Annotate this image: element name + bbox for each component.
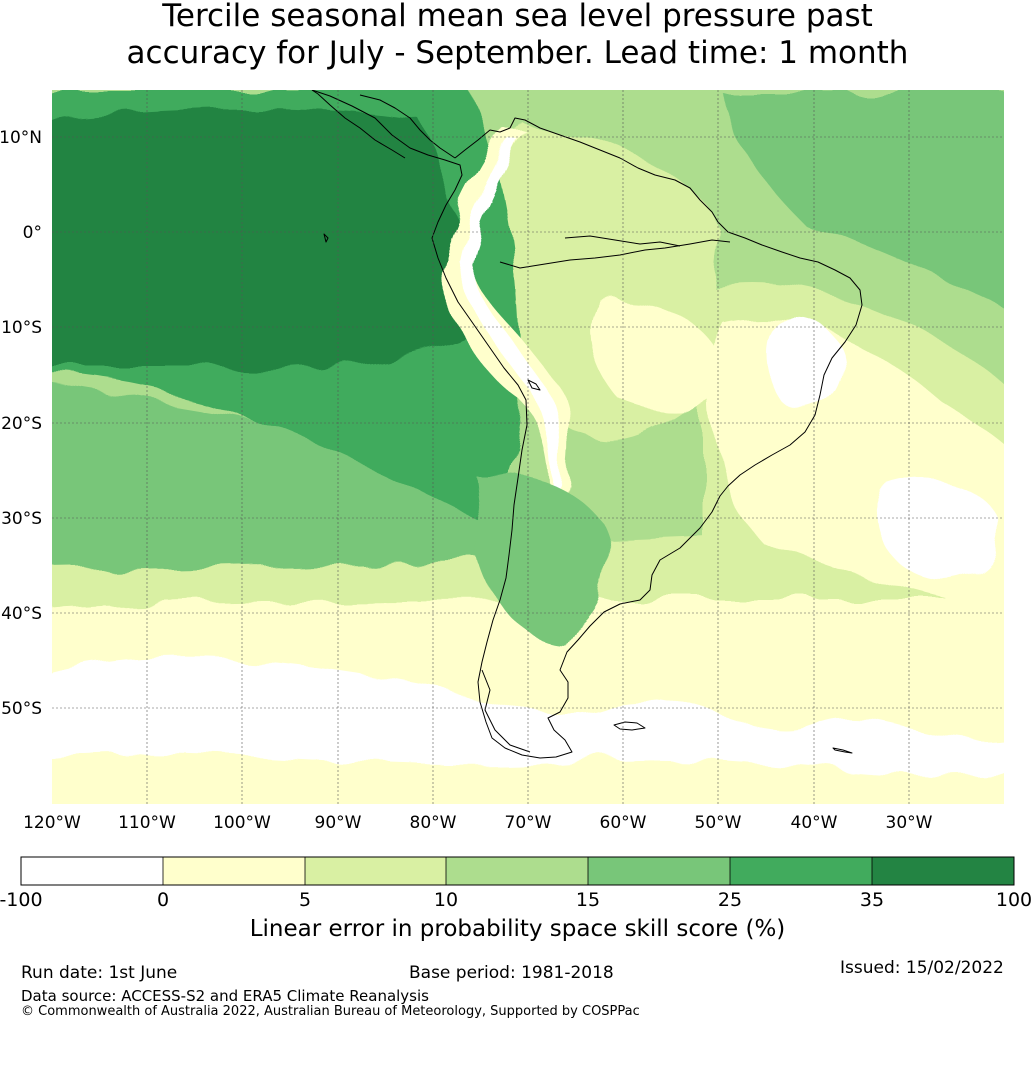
colorbar-outline bbox=[20, 856, 1015, 886]
skill-zone-negative-atlantic bbox=[873, 480, 1002, 582]
lon-label-40w: 40°W bbox=[791, 813, 838, 833]
lat-label-0: 0° bbox=[23, 223, 42, 243]
lon-label-70w: 70°W bbox=[505, 813, 552, 833]
lake-titicaca bbox=[527, 379, 541, 391]
colorbar-tick-3: 10 bbox=[434, 889, 458, 911]
colorbar-bin-1 bbox=[163, 857, 305, 885]
longitude-labels: 120°W 110°W 100°W 90°W 80°W 70°W 60°W 50… bbox=[23, 813, 933, 833]
lon-label-100w: 100°W bbox=[213, 813, 271, 833]
gridlines bbox=[52, 90, 1004, 804]
colorbar-bin-3 bbox=[446, 857, 588, 885]
map-title-line-2: accuracy for July - September. Lead time… bbox=[126, 35, 909, 71]
south-georgia bbox=[832, 747, 853, 754]
lon-label-80w: 80°W bbox=[410, 813, 457, 833]
skill-zone-negative-brazil bbox=[765, 318, 842, 411]
colorbar: -100 0 5 10 15 25 35 100 bbox=[0, 856, 1032, 911]
central-america-coastline bbox=[311, 90, 456, 159]
colorbar-tick-0: -100 bbox=[0, 889, 43, 911]
colorbar-bin-4 bbox=[588, 857, 730, 885]
galapagos bbox=[323, 233, 329, 243]
lon-label-120w: 120°W bbox=[23, 813, 81, 833]
skill-zone-moderate-pacific bbox=[52, 383, 500, 570]
lat-label-50s: 50°S bbox=[1, 699, 42, 719]
lon-label-50w: 50°W bbox=[695, 813, 742, 833]
colorbar-bin-6 bbox=[872, 857, 1014, 885]
lat-label-40s: 40°S bbox=[1, 604, 42, 624]
lon-label-60w: 60°W bbox=[600, 813, 647, 833]
colorbar-tick-7: 100 bbox=[996, 889, 1032, 911]
lon-label-30w: 30°W bbox=[886, 813, 933, 833]
skill-zone-highest-pacific bbox=[52, 108, 480, 373]
colorbar-tick-5: 25 bbox=[718, 889, 742, 911]
amazon-tributary bbox=[564, 235, 681, 247]
colorbar-bin-2 bbox=[305, 857, 446, 885]
copyright-notice: © Commonwealth of Australia 2022, Austra… bbox=[21, 1004, 640, 1019]
skill-score-field bbox=[52, 90, 1004, 804]
lat-label-20s: 20°S bbox=[1, 414, 42, 434]
coastlines bbox=[311, 90, 863, 759]
colorbar-tick-1: 0 bbox=[157, 889, 169, 911]
fuegian-archipelago bbox=[481, 669, 531, 753]
lat-label-10s: 10°S bbox=[1, 318, 42, 338]
run-date: Run date: 1st June bbox=[21, 963, 178, 983]
map-title-line-1: Tercile seasonal mean sea level pressure… bbox=[162, 0, 873, 34]
data-source: Data source: ACCESS-S2 and ERA5 Climate … bbox=[21, 987, 429, 1005]
amazon-river bbox=[499, 239, 731, 269]
colorbar-tick-4: 15 bbox=[576, 889, 600, 911]
lat-label-30s: 30°S bbox=[1, 509, 42, 529]
lon-label-90w: 90°W bbox=[315, 813, 362, 833]
south-america-coastline bbox=[311, 90, 863, 759]
colorbar-tick-2: 5 bbox=[299, 889, 311, 911]
colorbar-title: Linear error in probability space skill … bbox=[249, 916, 786, 942]
skill-zone-moderate-patagonia bbox=[470, 470, 610, 640]
base-period: Base period: 1981-2018 bbox=[409, 963, 614, 983]
skill-zone-moderate-northeast bbox=[720, 90, 1004, 308]
colorbar-bin-0 bbox=[21, 857, 163, 885]
lat-label-10n: 10°N bbox=[0, 128, 42, 148]
skill-zone-andes-negative bbox=[458, 140, 560, 495]
issued-date: Issued: 15/02/2022 bbox=[840, 958, 1004, 978]
latitude-labels: 10°N 0° 10°S 20°S 30°S 40°S 50°S bbox=[0, 128, 42, 719]
falkland-islands bbox=[613, 721, 646, 731]
colorbar-bin-5 bbox=[730, 857, 872, 885]
lon-label-110w: 110°W bbox=[118, 813, 176, 833]
colorbar-tick-6: 35 bbox=[860, 889, 884, 911]
